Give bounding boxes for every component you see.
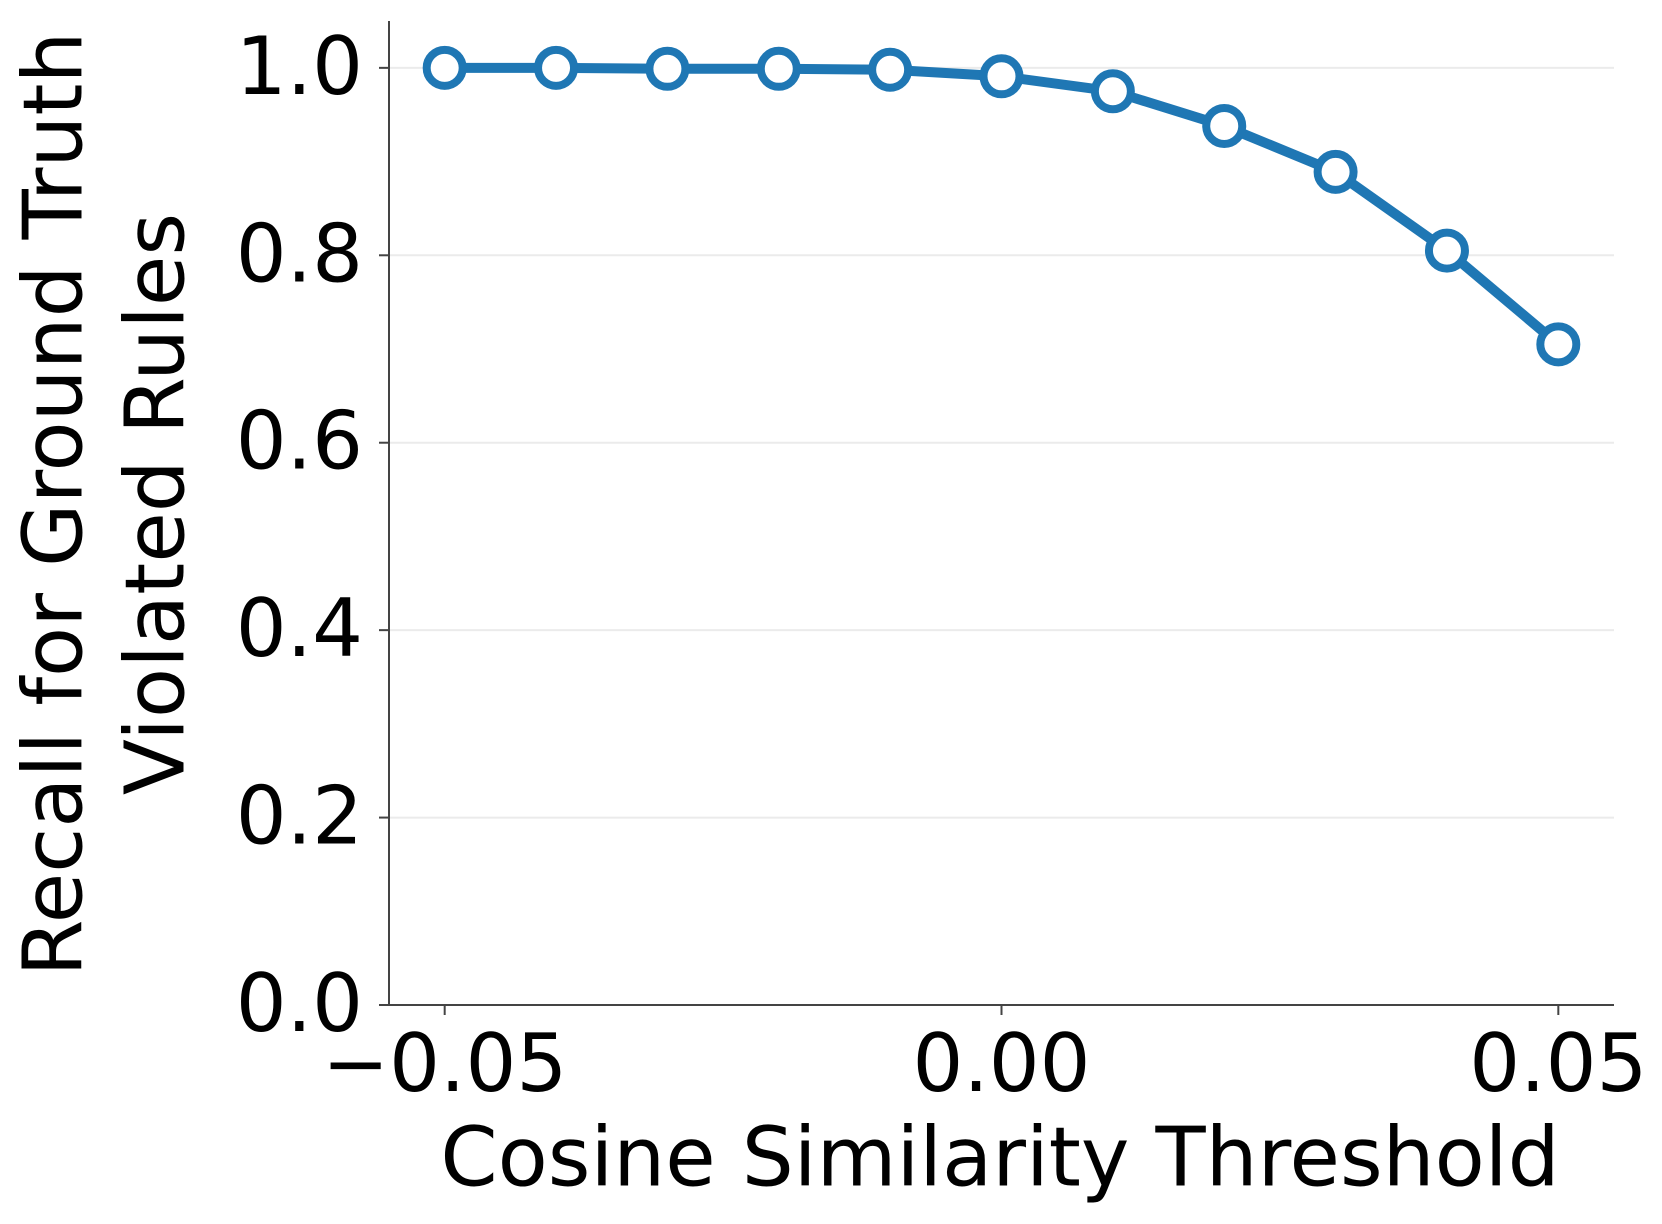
y-tick-label: 0.4 — [236, 582, 363, 675]
marker — [422, 45, 467, 90]
y-axis-label: Recall for Ground Truth — [6, 31, 101, 976]
y-tick-label: 0.0 — [236, 957, 363, 1050]
marker — [1313, 149, 1358, 194]
marker — [1536, 322, 1581, 367]
marker — [534, 45, 579, 90]
x-tick-label: 0.00 — [912, 1017, 1090, 1110]
y-tick-label: 0.6 — [236, 395, 363, 488]
marker — [1090, 69, 1135, 114]
marker — [1424, 228, 1469, 273]
y-tick-label: 0.2 — [236, 770, 363, 863]
y-axis-label: Violated Rules — [108, 213, 203, 795]
marker — [756, 46, 801, 91]
x-axis-label: Cosine Similarity Threshold — [440, 1110, 1559, 1205]
line — [444, 62, 1562, 349]
marker — [979, 54, 1024, 99]
y-tick-label: 0.8 — [236, 207, 363, 300]
x-tick-label: 0.05 — [1469, 1017, 1647, 1110]
x-tick-label: −0.05 — [322, 1017, 567, 1110]
y-tick-label: 1.0 — [236, 20, 363, 113]
marker — [868, 47, 913, 92]
marker — [645, 46, 690, 91]
marker — [1202, 103, 1247, 148]
